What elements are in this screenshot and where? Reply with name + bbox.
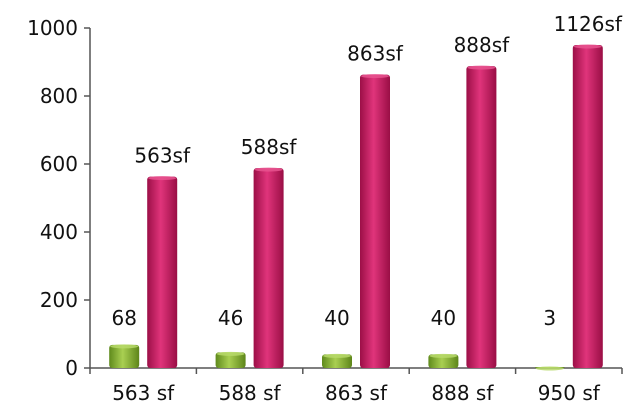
data-label: 68 — [111, 306, 136, 330]
data-label: 40 — [431, 306, 456, 330]
bar-series-2 — [360, 74, 390, 368]
bar-cap — [467, 65, 496, 70]
bar-series-1 — [109, 344, 140, 368]
bar-cap — [148, 176, 177, 181]
y-tick-label: 400 — [40, 220, 78, 244]
bar-cap — [323, 353, 351, 358]
bar-series-1 — [534, 366, 565, 371]
x-tick-label: 863 sf — [325, 381, 388, 405]
bar — [572, 45, 603, 368]
data-label: 1126sf — [554, 12, 623, 36]
data-label: 588sf — [241, 135, 298, 159]
data-label: 40 — [324, 306, 349, 330]
bar-series-1 — [428, 353, 459, 368]
bar-cap — [535, 366, 564, 371]
bar — [428, 354, 459, 368]
data-label: 888sf — [454, 33, 511, 57]
bar — [109, 344, 140, 368]
x-tick-label: 950 sf — [538, 381, 601, 405]
bar-cap — [254, 167, 283, 172]
bar-series-1 — [215, 351, 246, 368]
x-tick-label: 588 sf — [219, 381, 282, 405]
data-labels: 68 46 40 40 3 563sf 588sf 863sf 888sf 1126sf — [111, 12, 622, 330]
bar-series-1 — [322, 353, 352, 368]
data-label: 863sf — [347, 42, 404, 66]
bar-cap — [573, 44, 602, 49]
bar-series-2 — [572, 44, 603, 368]
data-label: 46 — [218, 306, 243, 330]
bar-cap — [110, 344, 139, 349]
y-tick-label: 200 — [40, 288, 78, 312]
y-axis: 0 200 400 600 800 1000 — [27, 16, 91, 380]
bar — [466, 66, 497, 368]
bar — [360, 74, 390, 368]
x-axis: 563 sf 588 sf 863 sf 888 sf 950 sf — [89, 367, 623, 405]
bar — [215, 352, 246, 368]
data-label: 563sf — [134, 144, 191, 168]
x-tick-label: 888 sf — [431, 381, 494, 405]
y-tick-label: 1000 — [27, 16, 78, 40]
bar — [322, 354, 352, 368]
bar — [147, 176, 178, 368]
data-label: 3 — [543, 306, 556, 330]
bar-series-2 — [253, 167, 284, 368]
bar-series-2 — [147, 176, 178, 368]
bar-series-2 — [466, 65, 497, 368]
bar — [253, 168, 284, 368]
y-tick-label: 0 — [65, 356, 78, 380]
x-tick-label: 563 sf — [112, 381, 175, 405]
bar-cap — [216, 351, 245, 356]
bar-cap — [429, 353, 458, 358]
y-tick-label: 800 — [40, 84, 78, 108]
bars — [109, 44, 603, 371]
y-tick-label: 600 — [40, 152, 78, 176]
bar-cap — [361, 74, 389, 79]
